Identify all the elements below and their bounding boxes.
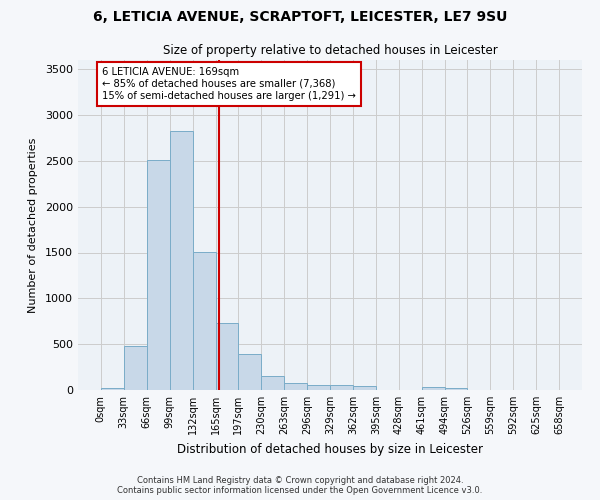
Bar <box>284 382 307 390</box>
Bar <box>170 130 193 390</box>
Bar <box>147 160 170 390</box>
X-axis label: Distribution of detached houses by size in Leicester: Distribution of detached houses by size … <box>177 442 483 456</box>
Text: Contains HM Land Registry data © Crown copyright and database right 2024.
Contai: Contains HM Land Registry data © Crown c… <box>118 476 482 495</box>
Text: 6 LETICIA AVENUE: 169sqm
← 85% of detached houses are smaller (7,368)
15% of sem: 6 LETICIA AVENUE: 169sqm ← 85% of detach… <box>102 68 356 100</box>
Bar <box>101 388 124 390</box>
Bar <box>261 376 284 390</box>
Bar <box>330 385 353 390</box>
Bar <box>353 386 376 390</box>
Bar <box>238 354 261 390</box>
Bar <box>445 388 467 390</box>
Bar <box>193 252 215 390</box>
Bar <box>422 387 445 390</box>
Bar <box>216 323 238 390</box>
Text: 6, LETICIA AVENUE, SCRAPTOFT, LEICESTER, LE7 9SU: 6, LETICIA AVENUE, SCRAPTOFT, LEICESTER,… <box>93 10 507 24</box>
Title: Size of property relative to detached houses in Leicester: Size of property relative to detached ho… <box>163 44 497 58</box>
Bar <box>307 384 330 390</box>
Y-axis label: Number of detached properties: Number of detached properties <box>28 138 38 312</box>
Bar <box>124 346 146 390</box>
